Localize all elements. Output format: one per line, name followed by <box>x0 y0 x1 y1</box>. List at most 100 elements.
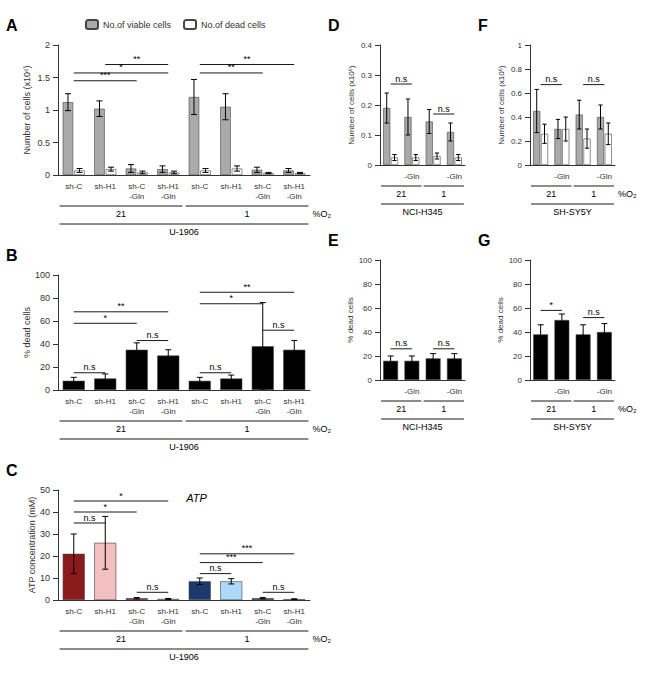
svg-text:0.2: 0.2 <box>361 101 373 110</box>
svg-text:40: 40 <box>40 339 50 349</box>
svg-text:sh-H1: sh-H1 <box>158 397 180 406</box>
svg-text:n.s: n.s <box>272 320 285 330</box>
svg-text:n.s: n.s <box>209 362 222 372</box>
svg-text:60: 60 <box>363 304 372 313</box>
svg-text:1: 1 <box>244 424 249 434</box>
svg-text:sh-H1: sh-H1 <box>284 182 306 191</box>
svg-text:0.1: 0.1 <box>361 131 373 140</box>
svg-text:20: 20 <box>40 551 50 561</box>
svg-text:100: 100 <box>509 256 523 265</box>
svg-text:-Gln: -Gln <box>287 192 302 201</box>
svg-text:n.s: n.s <box>146 582 159 592</box>
svg-text:60: 60 <box>40 316 50 326</box>
svg-text:0: 0 <box>45 170 50 180</box>
svg-text:% dead cells: % dead cells <box>22 306 32 358</box>
svg-text:n.s: n.s <box>545 74 558 84</box>
svg-text:SH-SY5Y: SH-SY5Y <box>553 422 592 432</box>
svg-text:-Gln: -Gln <box>161 407 176 416</box>
svg-text:sh-C: sh-C <box>128 182 145 191</box>
svg-text:sh-C: sh-C <box>65 397 82 406</box>
svg-text:0: 0 <box>518 376 523 385</box>
svg-text:*: * <box>229 293 233 303</box>
svg-text:1: 1 <box>441 404 446 414</box>
svg-text:sh-C: sh-C <box>128 397 145 406</box>
svg-text:%O₂: %O₂ <box>312 209 331 219</box>
svg-text:sh-H1: sh-H1 <box>95 607 117 616</box>
svg-text:-Gln: -Gln <box>287 617 302 626</box>
svg-text:Number of cells (x10⁶): Number of cells (x10⁶) <box>347 65 356 145</box>
svg-text:-Gln: -Gln <box>597 172 612 181</box>
svg-text:21: 21 <box>546 404 556 414</box>
svg-text:sh-H1: sh-H1 <box>221 397 243 406</box>
svg-text:sh-H1: sh-H1 <box>158 182 180 191</box>
svg-text:**: ** <box>243 282 251 292</box>
svg-text:n.s: n.s <box>83 513 96 523</box>
svg-text:10: 10 <box>40 573 50 583</box>
svg-text:B: B <box>6 247 18 264</box>
svg-text:21: 21 <box>116 209 126 219</box>
svg-text:n.s: n.s <box>146 330 159 340</box>
svg-text:2: 2 <box>45 40 50 50</box>
svg-text:sh-H1: sh-H1 <box>284 397 306 406</box>
svg-text:-Gln: -Gln <box>554 172 569 181</box>
svg-text:-Gln: -Gln <box>447 172 462 181</box>
svg-text:20: 20 <box>363 352 372 361</box>
svg-text:sh-C: sh-C <box>254 397 271 406</box>
svg-text:1: 1 <box>244 209 249 219</box>
svg-text:0: 0 <box>45 595 50 605</box>
svg-text:1: 1 <box>591 404 596 414</box>
svg-text:***: *** <box>100 70 111 80</box>
svg-text:*: * <box>119 62 123 72</box>
svg-text:**: ** <box>228 62 236 72</box>
svg-text:% dead cells: % dead cells <box>346 297 355 342</box>
svg-text:-Gln: -Gln <box>255 617 270 626</box>
svg-text:U-1906: U-1906 <box>169 652 199 662</box>
svg-text:sh-C: sh-C <box>254 182 271 191</box>
svg-text:60: 60 <box>513 304 522 313</box>
svg-text:U-1906: U-1906 <box>169 442 199 452</box>
svg-text:0.6: 0.6 <box>511 89 523 98</box>
svg-text:0.8: 0.8 <box>511 65 523 74</box>
svg-text:-Gln: -Gln <box>287 407 302 416</box>
svg-text:% dead cells: % dead cells <box>496 297 505 342</box>
svg-text:0.4: 0.4 <box>511 113 523 122</box>
svg-text:n.s: n.s <box>83 362 96 372</box>
svg-text:-Gln: -Gln <box>129 407 144 416</box>
svg-text:-Gln: -Gln <box>554 387 569 396</box>
svg-text:*: * <box>119 491 123 501</box>
svg-text:sh-C: sh-C <box>65 182 82 191</box>
svg-text:40: 40 <box>513 328 522 337</box>
svg-text:0.2: 0.2 <box>511 137 523 146</box>
svg-text:100: 100 <box>35 270 50 280</box>
svg-text:0.3: 0.3 <box>361 71 373 80</box>
svg-text:ATP: ATP <box>185 492 207 504</box>
svg-text:0: 0 <box>368 161 373 170</box>
svg-text:50: 50 <box>40 485 50 495</box>
svg-text:sh-C: sh-C <box>128 607 145 616</box>
svg-text:-Gln: -Gln <box>161 192 176 201</box>
svg-text:n.s: n.s <box>438 338 451 348</box>
svg-text:0: 0 <box>45 385 50 395</box>
svg-text:**: ** <box>133 54 141 64</box>
svg-text:n.s: n.s <box>395 74 408 84</box>
svg-text:-Gln: -Gln <box>447 387 462 396</box>
svg-text:21: 21 <box>116 424 126 434</box>
svg-text:sh-C: sh-C <box>191 397 208 406</box>
svg-text:21: 21 <box>396 404 406 414</box>
svg-text:30: 30 <box>40 529 50 539</box>
svg-text:%O₂: %O₂ <box>618 189 637 199</box>
svg-text:Number of cells (x10⁶): Number of cells (x10⁶) <box>22 65 32 154</box>
svg-text:***: *** <box>242 543 253 553</box>
svg-text:1: 1 <box>441 189 446 199</box>
svg-text:**: ** <box>243 54 251 64</box>
svg-text:-Gln: -Gln <box>129 192 144 201</box>
svg-text:No.of dead cells: No.of dead cells <box>201 20 266 30</box>
svg-text:n.s: n.s <box>588 74 601 84</box>
svg-text:sh-H1: sh-H1 <box>158 607 180 616</box>
svg-text:D: D <box>328 17 340 34</box>
svg-text:NCI-H345: NCI-H345 <box>402 207 442 217</box>
svg-text:F: F <box>478 17 488 34</box>
svg-text:1: 1 <box>244 634 249 644</box>
svg-text:SH-SY5Y: SH-SY5Y <box>553 207 592 217</box>
svg-text:n.s: n.s <box>395 338 408 348</box>
